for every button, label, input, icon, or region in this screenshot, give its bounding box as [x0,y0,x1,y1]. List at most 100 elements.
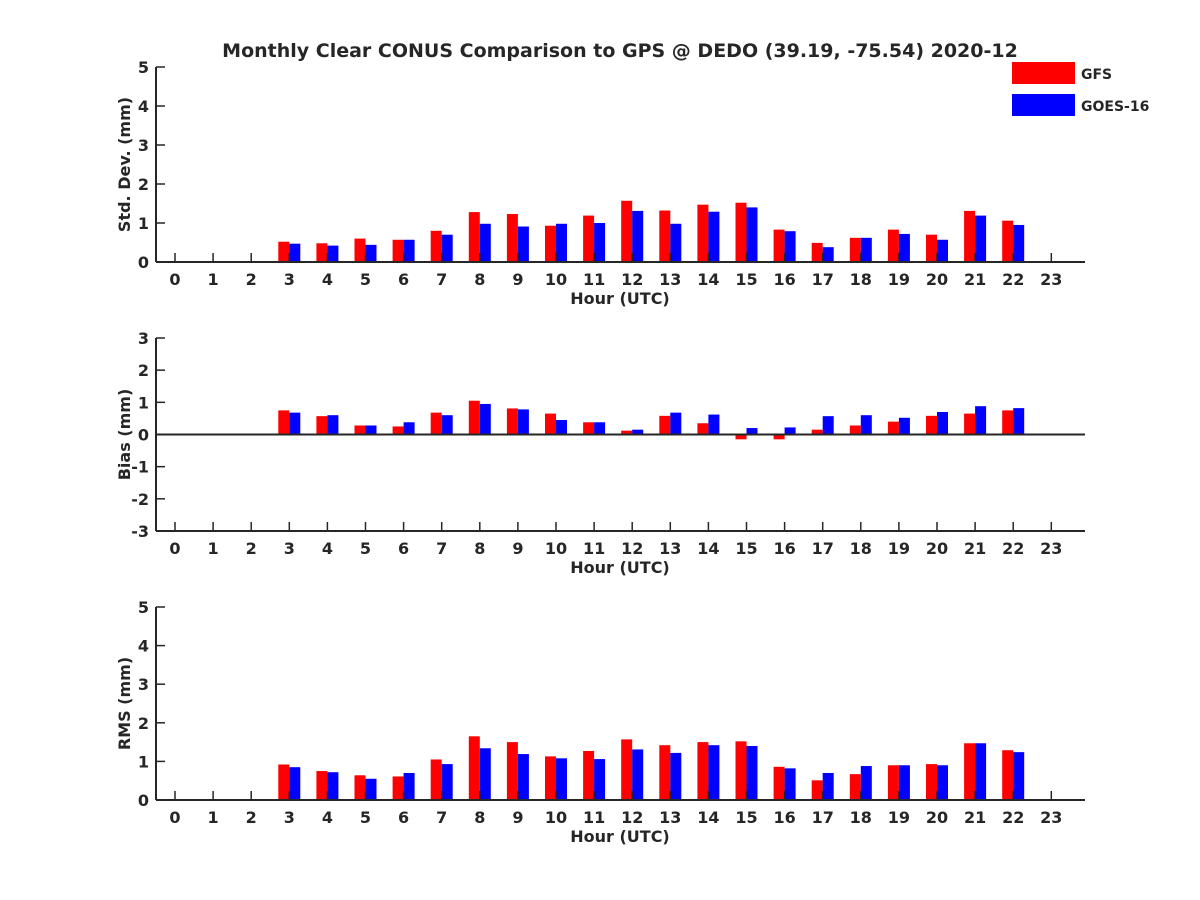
x-tick-label: 20 [926,808,948,827]
subplot-3: 0 1 2 3 4 5 6 7 8 9 10 11 12 13 14 15 16 17 18 19 20 21 22 2301… [115,598,1085,846]
bar-goes-16 [1013,224,1025,262]
bar-goes-16 [441,234,453,262]
subplots: 0 1 2 3 4 5 6 7 8 9 10 11 12 13 14 15 16 17 18 19 20 21 22 2301… [115,58,1085,846]
x-tick-label: 11 [583,539,605,558]
x-tick-label: 2 [246,808,257,827]
subplot-2: 0 1 2 3 4 5 6 7 8 9 10 11 12 13 14 15 16 17 18 19 20 21 22 23-3… [115,329,1085,577]
bar-goes-16 [746,428,758,435]
bar-gfs [392,426,404,435]
x-tick-label: 6 [398,808,409,827]
bar-gfs [659,745,671,800]
bar-gfs [392,776,404,800]
bar-goes-16 [403,422,415,435]
bar-gfs [506,742,518,800]
bar-gfs [1002,220,1014,262]
bar-gfs [506,408,518,435]
bar-goes-16 [670,223,682,262]
y-tick-label: 4 [138,637,149,656]
y-tick-label: 1 [138,752,149,771]
bar-goes-16 [556,223,567,262]
bar-goes-16 [822,247,834,262]
bar-gfs [811,780,823,800]
x-tick-label: 3 [284,270,295,289]
bar-gfs [468,736,480,800]
bar-gfs [430,412,442,435]
x-tick-label: 1 [208,808,219,827]
x-tick-label: 12 [621,539,643,558]
x-tick-label: 16 [773,808,795,827]
bar-gfs [659,210,671,262]
x-tick-label: 10 [545,808,567,827]
legend: GFS GOES-16 [1012,62,1149,116]
x-tick-label: 22 [1002,808,1024,827]
x-tick-label: 1 [208,539,219,558]
x-tick-label: 22 [1002,270,1024,289]
bar-gfs [506,214,518,262]
bar-goes-16 [822,416,834,435]
x-tick-label: 11 [583,270,605,289]
bar-gfs [773,229,785,262]
subplot-1: 0 1 2 3 4 5 6 7 8 9 10 11 12 13 14 15 16 17 18 19 20 21 22 2301… [115,58,1085,308]
bar-goes-16 [975,743,987,800]
x-tick-label: 0 [169,539,180,558]
bar-gfs [659,415,671,435]
x-tick-label: 6 [398,270,409,289]
bar-goes-16 [670,752,682,800]
legend-label: GOES-16 [1081,99,1149,115]
bar-goes-16 [708,414,720,435]
x-tick-label: 10 [545,539,567,558]
x-tick-label: 4 [322,270,333,289]
bar-goes-16 [403,772,415,800]
bar-gfs [430,230,442,262]
x-tick-label: 18 [850,270,872,289]
legend-swatch-goes-16 [1012,94,1075,116]
x-tick-label: 5 [360,808,371,827]
bar-goes-16 [784,231,796,262]
bar-goes-16 [746,207,758,262]
bar-gfs [887,765,899,800]
bar-gfs [621,200,633,262]
y-tick-label: -3 [131,522,149,541]
x-tick-label: 5 [360,270,371,289]
x-tick-label: 8 [474,808,485,827]
bar-goes-16 [594,223,606,262]
bar-goes-16 [517,226,529,262]
bar-gfs [545,225,556,262]
bar-goes-16 [479,223,491,262]
bar-gfs [354,775,366,800]
x-tick-label: 17 [812,270,834,289]
bar-goes-16 [670,412,682,435]
bar-gfs [735,434,747,440]
bar-goes-16 [327,245,339,262]
bar-goes-16 [708,745,720,800]
bar-goes-16 [289,412,301,435]
x-tick-label: 2 [246,539,257,558]
y-axis-label: RMS (mm) [115,657,134,750]
x-tick-label: 6 [398,539,409,558]
bar-goes-16 [289,767,301,800]
bar-goes-16 [784,768,796,800]
x-tick-label: 9 [512,808,523,827]
x-tick-label: 23 [1040,808,1062,827]
bar-goes-16 [441,415,453,435]
x-tick-label: 15 [735,808,757,827]
bar-gfs [545,756,556,800]
bar-gfs [583,422,595,435]
bar-gfs [811,429,823,435]
x-tick-label: 16 [773,270,795,289]
y-tick-label: 3 [138,675,149,694]
x-tick-label: 12 [621,270,643,289]
x-tick-label: 4 [322,539,333,558]
y-axis-label: Bias (mm) [115,389,134,481]
bar-goes-16 [632,210,644,262]
bar-gfs [735,202,747,262]
bar-goes-16 [479,403,491,435]
bar-gfs [926,415,937,435]
y-tick-label: 5 [138,598,149,617]
bar-goes-16 [975,215,987,262]
y-tick-label: 1 [138,214,149,233]
bar-goes-16 [860,415,872,435]
x-tick-label: 13 [659,270,681,289]
x-tick-label: 2 [246,270,257,289]
bar-gfs [773,766,785,800]
